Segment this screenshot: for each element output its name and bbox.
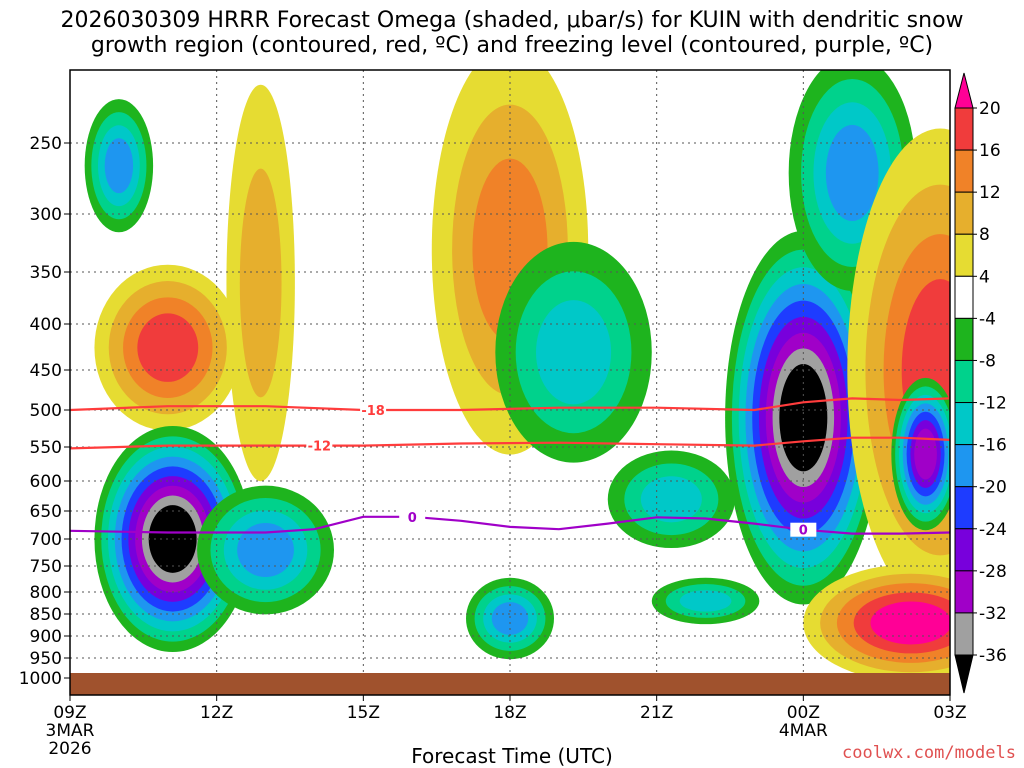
contour-freezing-level-0 [70, 515, 950, 535]
grid [70, 70, 950, 673]
y-tick-label: 950 [30, 649, 62, 669]
chart-title-line1: 2026030309 HRRR Forecast Omega (shaded, … [60, 8, 964, 33]
colorbar-segment [954, 612, 974, 656]
x-tick-label: 21Z [640, 703, 673, 723]
y-tick-label: 500 [30, 401, 62, 421]
omega-blob [94, 264, 242, 431]
contour-label-bg [790, 522, 817, 537]
contour-label-minus18: -18 [361, 404, 385, 419]
contour-label-minus12: -12 [308, 440, 332, 455]
y-tick-label: 700 [30, 530, 62, 550]
omega-contour-band [914, 428, 937, 480]
colorbar-arrow-bottom [954, 654, 974, 694]
temperature-contours [70, 397, 950, 535]
colorbar-segment [954, 528, 974, 572]
x-tick-label: 03Z [933, 703, 966, 723]
omega-blob [495, 241, 652, 463]
y-tick-label: 400 [30, 315, 62, 335]
colorbar-label: -36 [979, 646, 1007, 666]
colorbar-segment [954, 317, 974, 361]
x-tick-label: 09Z [53, 703, 86, 723]
x-tick-sublabel-year: 2026 [48, 739, 91, 759]
colorbar-arrow-top [954, 72, 974, 109]
colorbar-segment [954, 570, 974, 614]
omega-blob [803, 564, 950, 682]
y-tick-label: 800 [30, 583, 62, 603]
omega-blob [226, 84, 295, 482]
colorbar-label: 4 [979, 267, 990, 287]
omega-contour-band [104, 138, 134, 194]
contour-label-bg [399, 509, 426, 524]
y-tick-label: 850 [30, 605, 62, 625]
colorbar-label: -24 [979, 520, 1007, 540]
omega-contour-band [536, 300, 612, 405]
omega-contour-band [237, 523, 294, 577]
omega-contour-band [679, 590, 732, 612]
omega-contour-band [137, 313, 199, 382]
colorbar-segment [954, 275, 974, 319]
contour-label-bg [306, 438, 333, 453]
contour-label-bg [360, 403, 387, 417]
colorbar-segment [954, 402, 974, 446]
x-tick-label: 18Z [493, 703, 526, 723]
contour-dendritic-minus18 [70, 397, 950, 412]
colorbar-label: -4 [979, 309, 996, 329]
omega-contour-band [870, 601, 950, 645]
colorbar-label: 8 [979, 225, 990, 245]
omega-blob [725, 230, 882, 605]
x-tick-label: 00Z [787, 703, 820, 723]
x-tick-sublabel: 4MAR [779, 721, 828, 741]
credit-link[interactable]: coolwx.com/models [842, 743, 1016, 763]
y-tick-label: 650 [30, 502, 62, 522]
colorbar-segment [954, 444, 974, 488]
y-tick-label: 350 [30, 263, 62, 283]
y-tick-label: 900 [30, 627, 62, 647]
colorbar-segment [954, 191, 974, 235]
omega-blob [466, 577, 554, 660]
colorbar-segment [954, 486, 974, 530]
omega-blob [607, 450, 735, 549]
omega-contour-band [825, 124, 879, 222]
colorbar-label: -8 [979, 351, 996, 371]
colorbar-segment [954, 149, 974, 193]
omega-blob [891, 377, 950, 531]
ground-strip [70, 673, 950, 695]
y-tick-label: 250 [30, 134, 62, 154]
colorbar-segment [954, 107, 974, 151]
omega-contour-band [779, 364, 828, 472]
omega-blob [84, 99, 154, 233]
colorbar-label: 20 [979, 99, 1001, 119]
x-axis-label: Forecast Time (UTC) [411, 744, 613, 768]
contour-label-freezing-0b: 0 [799, 524, 808, 539]
colorbar-label: 12 [979, 183, 1001, 203]
colorbar-label: -32 [979, 604, 1007, 624]
chart-title-line2: growth region (contoured, red, ºC) and f… [90, 33, 934, 58]
y-tick-label: 750 [30, 557, 62, 577]
x-tick-sublabel: 3MAR [46, 721, 95, 741]
colorbar-segment [954, 233, 974, 277]
y-tick-label: 450 [30, 361, 62, 381]
y-tick-label: 550 [30, 438, 62, 458]
omega-contour-band [239, 168, 282, 398]
y-tick-label: 300 [30, 205, 62, 225]
y-tick-label: 600 [30, 472, 62, 492]
colorbar-label: 16 [979, 141, 1001, 161]
x-tick-label: 15Z [347, 703, 380, 723]
colorbar-label: -16 [979, 436, 1007, 456]
omega-contour-band [640, 476, 702, 523]
contour-label-freezing-0a: 0 [408, 511, 417, 526]
colorbar-label: -20 [979, 478, 1007, 498]
omega-blob [651, 577, 760, 625]
colorbar-segment [954, 359, 974, 404]
omega-blob [197, 485, 334, 615]
y-tick-label: 1000 [19, 669, 62, 689]
colorbar-label: -28 [979, 562, 1007, 582]
contour-dendritic-minus12 [70, 436, 950, 450]
colorbar: 20 16 12 8 4 -4 -8 -12 -16 -20 -24 -28 -32 -36 [954, 72, 1007, 694]
colorbar-label: -12 [979, 394, 1007, 414]
x-tick-label: 12Z [200, 703, 233, 723]
omega-contour-band [491, 602, 529, 635]
